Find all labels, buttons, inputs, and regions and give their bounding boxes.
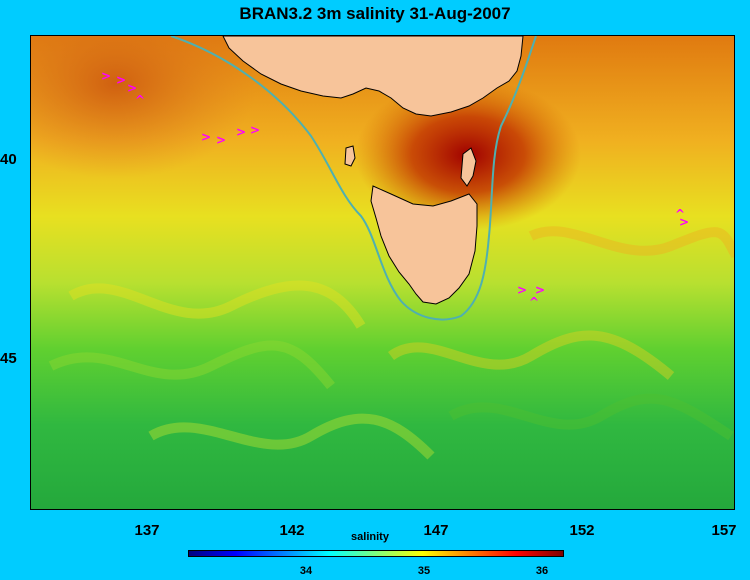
float-marker: > bbox=[250, 123, 260, 137]
x-tick-label: 142 bbox=[279, 522, 305, 539]
float-marker: > bbox=[679, 215, 689, 229]
eddy-swirls bbox=[48, 226, 734, 460]
float-markers: > > > ^ > > > > ^ > > ^ > bbox=[101, 69, 689, 309]
colorbar-title: salinity bbox=[351, 531, 389, 543]
shelf-contour bbox=[170, 36, 537, 321]
float-marker: > bbox=[116, 73, 126, 87]
colorbar-tick: 34 bbox=[299, 565, 313, 577]
float-marker: > bbox=[101, 69, 111, 83]
float-marker: > bbox=[517, 283, 527, 297]
salinity-map: > > > ^ > > > > ^ > > ^ > bbox=[30, 35, 735, 510]
float-marker: ^ bbox=[675, 207, 685, 221]
y-tick-label: 45 bbox=[0, 350, 17, 367]
king-island bbox=[344, 145, 356, 167]
float-marker: ^ bbox=[135, 93, 145, 107]
y-tick-label: 40 bbox=[0, 151, 17, 168]
flinders-island bbox=[460, 147, 477, 187]
float-marker: > bbox=[201, 130, 211, 144]
tasmania bbox=[370, 185, 478, 305]
float-marker: > bbox=[535, 283, 545, 297]
map-canvas: > > > ^ > > > > ^ > > ^ > bbox=[31, 36, 734, 509]
float-marker: ^ bbox=[529, 295, 539, 309]
x-tick-label: 152 bbox=[569, 522, 595, 539]
colorbar bbox=[188, 550, 564, 557]
x-tick-label: 147 bbox=[423, 522, 449, 539]
float-marker: > bbox=[127, 81, 137, 95]
colorbar-tick: 35 bbox=[417, 565, 431, 577]
mainland-australia bbox=[222, 36, 524, 117]
map-title: BRAN3.2 3m salinity 31-Aug-2007 bbox=[239, 4, 511, 23]
x-tick-label: 157 bbox=[711, 522, 737, 539]
float-marker: > bbox=[216, 133, 226, 147]
colorbar-tick: 36 bbox=[535, 565, 549, 577]
float-marker: > bbox=[236, 125, 246, 139]
southwest-warm-patch bbox=[31, 36, 734, 509]
x-tick-label: 137 bbox=[134, 522, 160, 539]
